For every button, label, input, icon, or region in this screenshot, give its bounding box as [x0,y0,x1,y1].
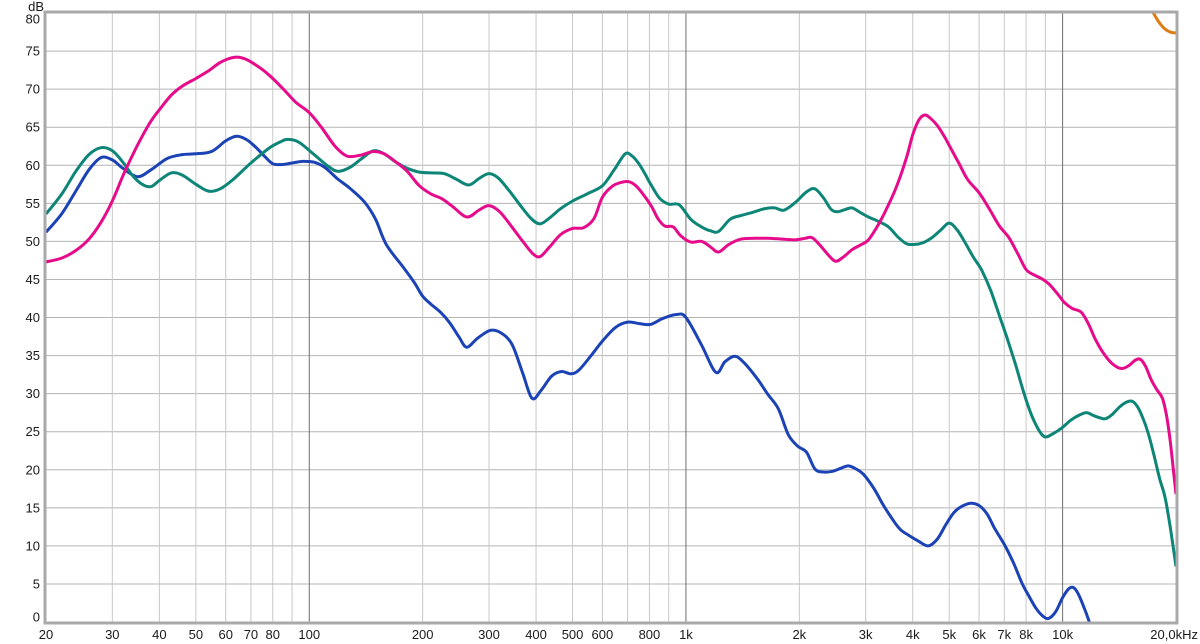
x-tick-label: 20 [39,627,53,642]
x-tick-label: 30 [105,627,119,642]
curve-blue-trace [46,134,1091,622]
x-tick-label: 10k [1052,627,1073,642]
y-tick-label: 40 [26,310,40,325]
x-tick-label: 500 [562,627,584,642]
x-tick-label: 300 [478,627,500,642]
y-tick-label: 15 [26,500,40,515]
x-tick-label: 20,0kHz [1150,627,1198,642]
x-tick-label: 1k [679,627,693,642]
y-tick-label: 0 [33,610,40,625]
y-tick-label: 55 [26,196,40,211]
x-tick-label: 60 [218,627,232,642]
y-tick-label: 45 [26,272,40,287]
curve-magenta-trace [46,55,1176,495]
y-tick-label: 50 [26,234,40,249]
curve-orange-trace [1151,13,1176,35]
x-tick-label: 80 [266,627,280,642]
x-tick-label: 7k [997,627,1011,642]
x-tick-label: 3k [859,627,873,642]
x-tick-label: 6k [972,627,986,642]
y-tick-label: 70 [26,82,40,97]
x-tick-label: 200 [412,627,434,642]
x-tick-label: 600 [592,627,614,642]
y-tick-label: 75 [26,44,40,59]
y-tick-label: 25 [26,424,40,439]
x-tick-label: 5k [942,627,956,642]
x-tick-label: 800 [639,627,661,642]
y-tick-label: 30 [26,386,40,401]
x-tick-label: 100 [298,627,320,642]
x-tick-label: 4k [906,627,920,642]
x-tick-label: 2k [792,627,806,642]
x-tick-label: 8k [1019,627,1033,642]
plot-frame [43,10,1179,625]
curve-teal-trace [46,137,1176,567]
x-tick-label: 70 [244,627,258,642]
x-tick-label: 400 [525,627,547,642]
y-tick-label: 10 [26,538,40,553]
y-tick-label: 60 [26,158,40,173]
y-tick-label: 80 [26,12,40,27]
x-tick-label: 50 [189,627,203,642]
y-tick-label: 65 [26,120,40,135]
y-tick-label: 20 [26,462,40,477]
x-tick-label: 40 [152,627,166,642]
y-tick-label: 35 [26,348,40,363]
y-tick-label: 5 [33,576,40,591]
y-axis-unit-label: dB [28,0,44,14]
